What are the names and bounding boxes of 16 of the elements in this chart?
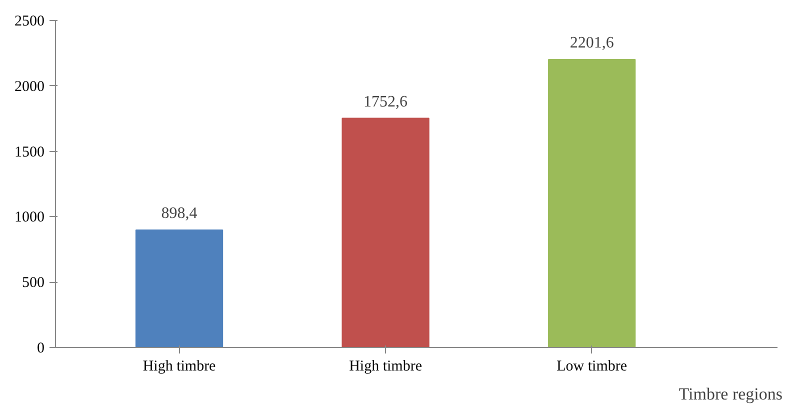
y-tick-label: 2000 — [14, 78, 44, 95]
x-tick-label: High timbre — [349, 358, 422, 374]
bar — [135, 229, 224, 348]
y-tick-label: 1000 — [14, 210, 44, 226]
y-tick-label: 0 — [37, 340, 44, 356]
data-label: 2201,6 — [570, 34, 614, 52]
x-tick-label: High timbre — [142, 358, 216, 374]
x-tick-label: Low timbre — [556, 358, 628, 374]
x-axis-title: Timbre regions — [678, 384, 783, 404]
bar — [548, 59, 636, 348]
data-label: 898,4 — [161, 204, 198, 222]
data-label: 1752,6 — [364, 93, 408, 110]
bar — [342, 118, 430, 348]
y-tick-label: 2500 — [14, 14, 44, 30]
y-tick-label: 500 — [22, 275, 44, 292]
y-tick-label: 1500 — [14, 144, 44, 160]
